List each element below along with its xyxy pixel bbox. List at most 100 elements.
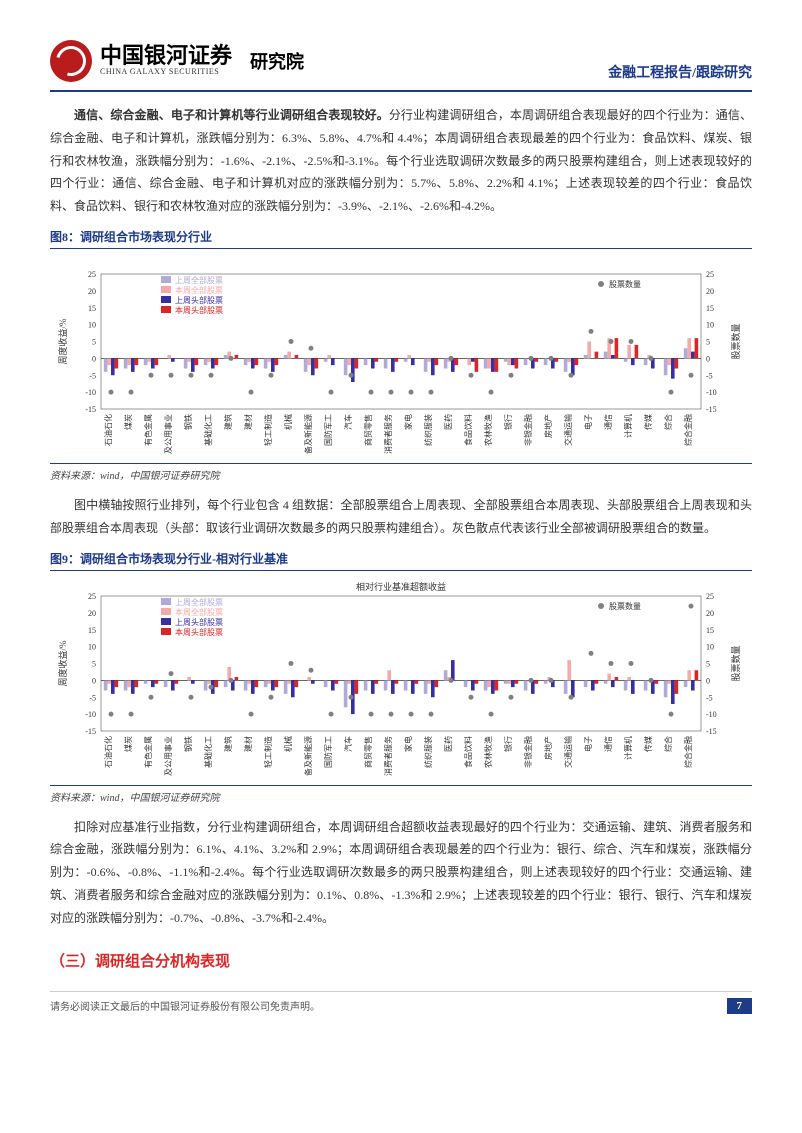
svg-text:医药: 医药 xyxy=(443,414,453,430)
svg-text:银行: 银行 xyxy=(503,414,513,430)
svg-text:-5: -5 xyxy=(89,371,96,380)
page-header: 中国银河证券 CHINA GALAXY SECURITIES 研究院 金融工程报… xyxy=(50,40,752,92)
svg-text:食品饮料: 食品饮料 xyxy=(463,736,473,768)
svg-text:10: 10 xyxy=(706,642,714,651)
svg-text:股票数量: 股票数量 xyxy=(609,279,641,289)
svg-text:15: 15 xyxy=(706,625,714,634)
svg-text:-5: -5 xyxy=(89,693,96,702)
company-logo-icon xyxy=(50,40,92,82)
svg-text:综合金融: 综合金融 xyxy=(683,736,693,768)
svg-text:电力及公用事业: 电力及公用事业 xyxy=(163,736,173,776)
svg-text:有色金属: 有色金属 xyxy=(143,414,153,446)
svg-text:轻工制造: 轻工制造 xyxy=(263,736,273,768)
svg-text:传媒: 传媒 xyxy=(643,736,653,752)
svg-text:周度收益/%: 周度收益/% xyxy=(57,318,68,365)
svg-text:上周全部股票: 上周全部股票 xyxy=(175,597,223,607)
svg-text:房地产: 房地产 xyxy=(543,736,553,760)
svg-text:房地产: 房地产 xyxy=(543,414,553,438)
svg-text:钢铁: 钢铁 xyxy=(183,736,193,752)
svg-text:相对行业基准超额收益: 相对行业基准超额收益 xyxy=(356,581,446,592)
svg-text:基础化工: 基础化工 xyxy=(203,414,213,446)
svg-text:0: 0 xyxy=(92,354,96,363)
figure9-chart: -15-15-10-10-5-500551010151520202525石油石化… xyxy=(50,576,752,776)
svg-text:轻工制造: 轻工制造 xyxy=(263,414,273,446)
svg-text:10: 10 xyxy=(88,321,96,330)
svg-text:0: 0 xyxy=(706,354,710,363)
svg-text:交通运输: 交通运输 xyxy=(563,736,573,768)
svg-text:-5: -5 xyxy=(706,693,713,702)
svg-text:医药: 医药 xyxy=(443,736,453,752)
svg-text:20: 20 xyxy=(88,287,96,296)
svg-text:银行: 银行 xyxy=(503,736,513,752)
svg-text:通信: 通信 xyxy=(603,414,613,430)
svg-text:15: 15 xyxy=(88,304,96,313)
report-type: 金融工程报告/跟踪研究 xyxy=(608,62,752,82)
svg-text:纺织服装: 纺织服装 xyxy=(423,736,433,768)
paragraph-2: 图中横轴按照行业排列，每个行业包含 4 组数据：全部股票组合上周表现、全部股票组… xyxy=(50,494,752,540)
company-name-cn: 中国银河证券 xyxy=(100,45,232,67)
svg-text:综合: 综合 xyxy=(663,414,673,430)
company-name-en: CHINA GALAXY SECURITIES xyxy=(100,67,232,77)
figure8-chart: -15-15-10-10-5-500551010151520202525石油石化… xyxy=(50,254,752,454)
logo-block: 中国银河证券 CHINA GALAXY SECURITIES 研究院 xyxy=(50,40,304,82)
svg-text:建材: 建材 xyxy=(243,414,253,430)
svg-text:-15: -15 xyxy=(85,727,96,736)
svg-text:本周头部股票: 本周头部股票 xyxy=(175,627,223,637)
svg-text:纺织服装: 纺织服装 xyxy=(423,414,433,446)
svg-text:商贸零售: 商贸零售 xyxy=(363,414,373,446)
svg-text:煤炭: 煤炭 xyxy=(123,736,133,752)
svg-text:农林牧渔: 农林牧渔 xyxy=(483,736,493,768)
svg-text:-10: -10 xyxy=(85,710,96,719)
svg-text:0: 0 xyxy=(706,676,710,685)
svg-text:5: 5 xyxy=(92,659,96,668)
svg-text:-10: -10 xyxy=(85,388,96,397)
svg-text:股票数量: 股票数量 xyxy=(609,601,641,611)
paragraph-3: 扣除对应基准行业指数，分行业构建调研组合，本周调研组合超额收益表现最好的四个行业… xyxy=(50,816,752,930)
svg-text:25: 25 xyxy=(88,270,96,279)
svg-text:传媒: 传媒 xyxy=(643,414,653,430)
svg-text:-10: -10 xyxy=(706,710,717,719)
svg-text:10: 10 xyxy=(706,321,714,330)
svg-text:基础化工: 基础化工 xyxy=(203,736,213,768)
svg-text:-5: -5 xyxy=(706,371,713,380)
svg-text:电力及公用事业: 电力及公用事业 xyxy=(163,414,173,454)
division-name: 研究院 xyxy=(250,48,304,74)
svg-text:商贸零售: 商贸零售 xyxy=(363,736,373,768)
svg-text:15: 15 xyxy=(88,625,96,634)
svg-text:20: 20 xyxy=(706,287,714,296)
figure9-source: 资料来源：wind，中国银河证券研究院 xyxy=(50,785,752,804)
svg-text:本周全部股票: 本周全部股票 xyxy=(175,607,223,617)
svg-text:计算机: 计算机 xyxy=(623,736,633,760)
svg-text:国防军工: 国防军工 xyxy=(323,736,333,768)
paragraph-1: 通信、综合金融、电子和计算机等行业调研组合表现较好。分行业构建调研组合，本周调研… xyxy=(50,104,752,218)
figure9-title: 图9：调研组合市场表现分行业-相对行业基准 xyxy=(50,550,752,571)
svg-text:国防军工: 国防军工 xyxy=(323,414,333,446)
svg-text:本周头部股票: 本周头部股票 xyxy=(175,305,223,315)
svg-text:-15: -15 xyxy=(706,727,717,736)
svg-text:股票数量: 股票数量 xyxy=(730,323,741,359)
svg-text:煤炭: 煤炭 xyxy=(123,414,133,430)
page-number: 7 xyxy=(727,998,753,1014)
svg-text:非银金融: 非银金融 xyxy=(523,414,533,446)
svg-text:汽车: 汽车 xyxy=(343,736,353,752)
svg-text:建筑: 建筑 xyxy=(223,736,233,752)
svg-text:周度收益/%: 周度收益/% xyxy=(57,640,68,687)
svg-text:10: 10 xyxy=(88,642,96,651)
svg-text:-15: -15 xyxy=(706,405,717,414)
svg-text:石油石化: 石油石化 xyxy=(103,736,113,768)
svg-text:石油石化: 石油石化 xyxy=(103,414,113,446)
svg-text:有色金属: 有色金属 xyxy=(143,736,153,768)
figure8-title: 图8：调研组合市场表现分行业 xyxy=(50,228,752,249)
svg-text:股票数量: 股票数量 xyxy=(730,645,741,681)
svg-text:农林牧渔: 农林牧渔 xyxy=(483,414,493,446)
svg-text:-15: -15 xyxy=(85,405,96,414)
svg-text:建筑: 建筑 xyxy=(223,414,233,430)
svg-text:计算机: 计算机 xyxy=(623,414,633,438)
svg-text:20: 20 xyxy=(88,608,96,617)
svg-text:电力设备及新能源: 电力设备及新能源 xyxy=(303,736,313,776)
svg-text:上周头部股票: 上周头部股票 xyxy=(175,295,223,305)
svg-text:食品饮料: 食品饮料 xyxy=(463,414,473,446)
svg-text:消费者服务: 消费者服务 xyxy=(383,736,393,776)
svg-text:汽车: 汽车 xyxy=(343,414,353,430)
svg-text:本周全部股票: 本周全部股票 xyxy=(175,285,223,295)
